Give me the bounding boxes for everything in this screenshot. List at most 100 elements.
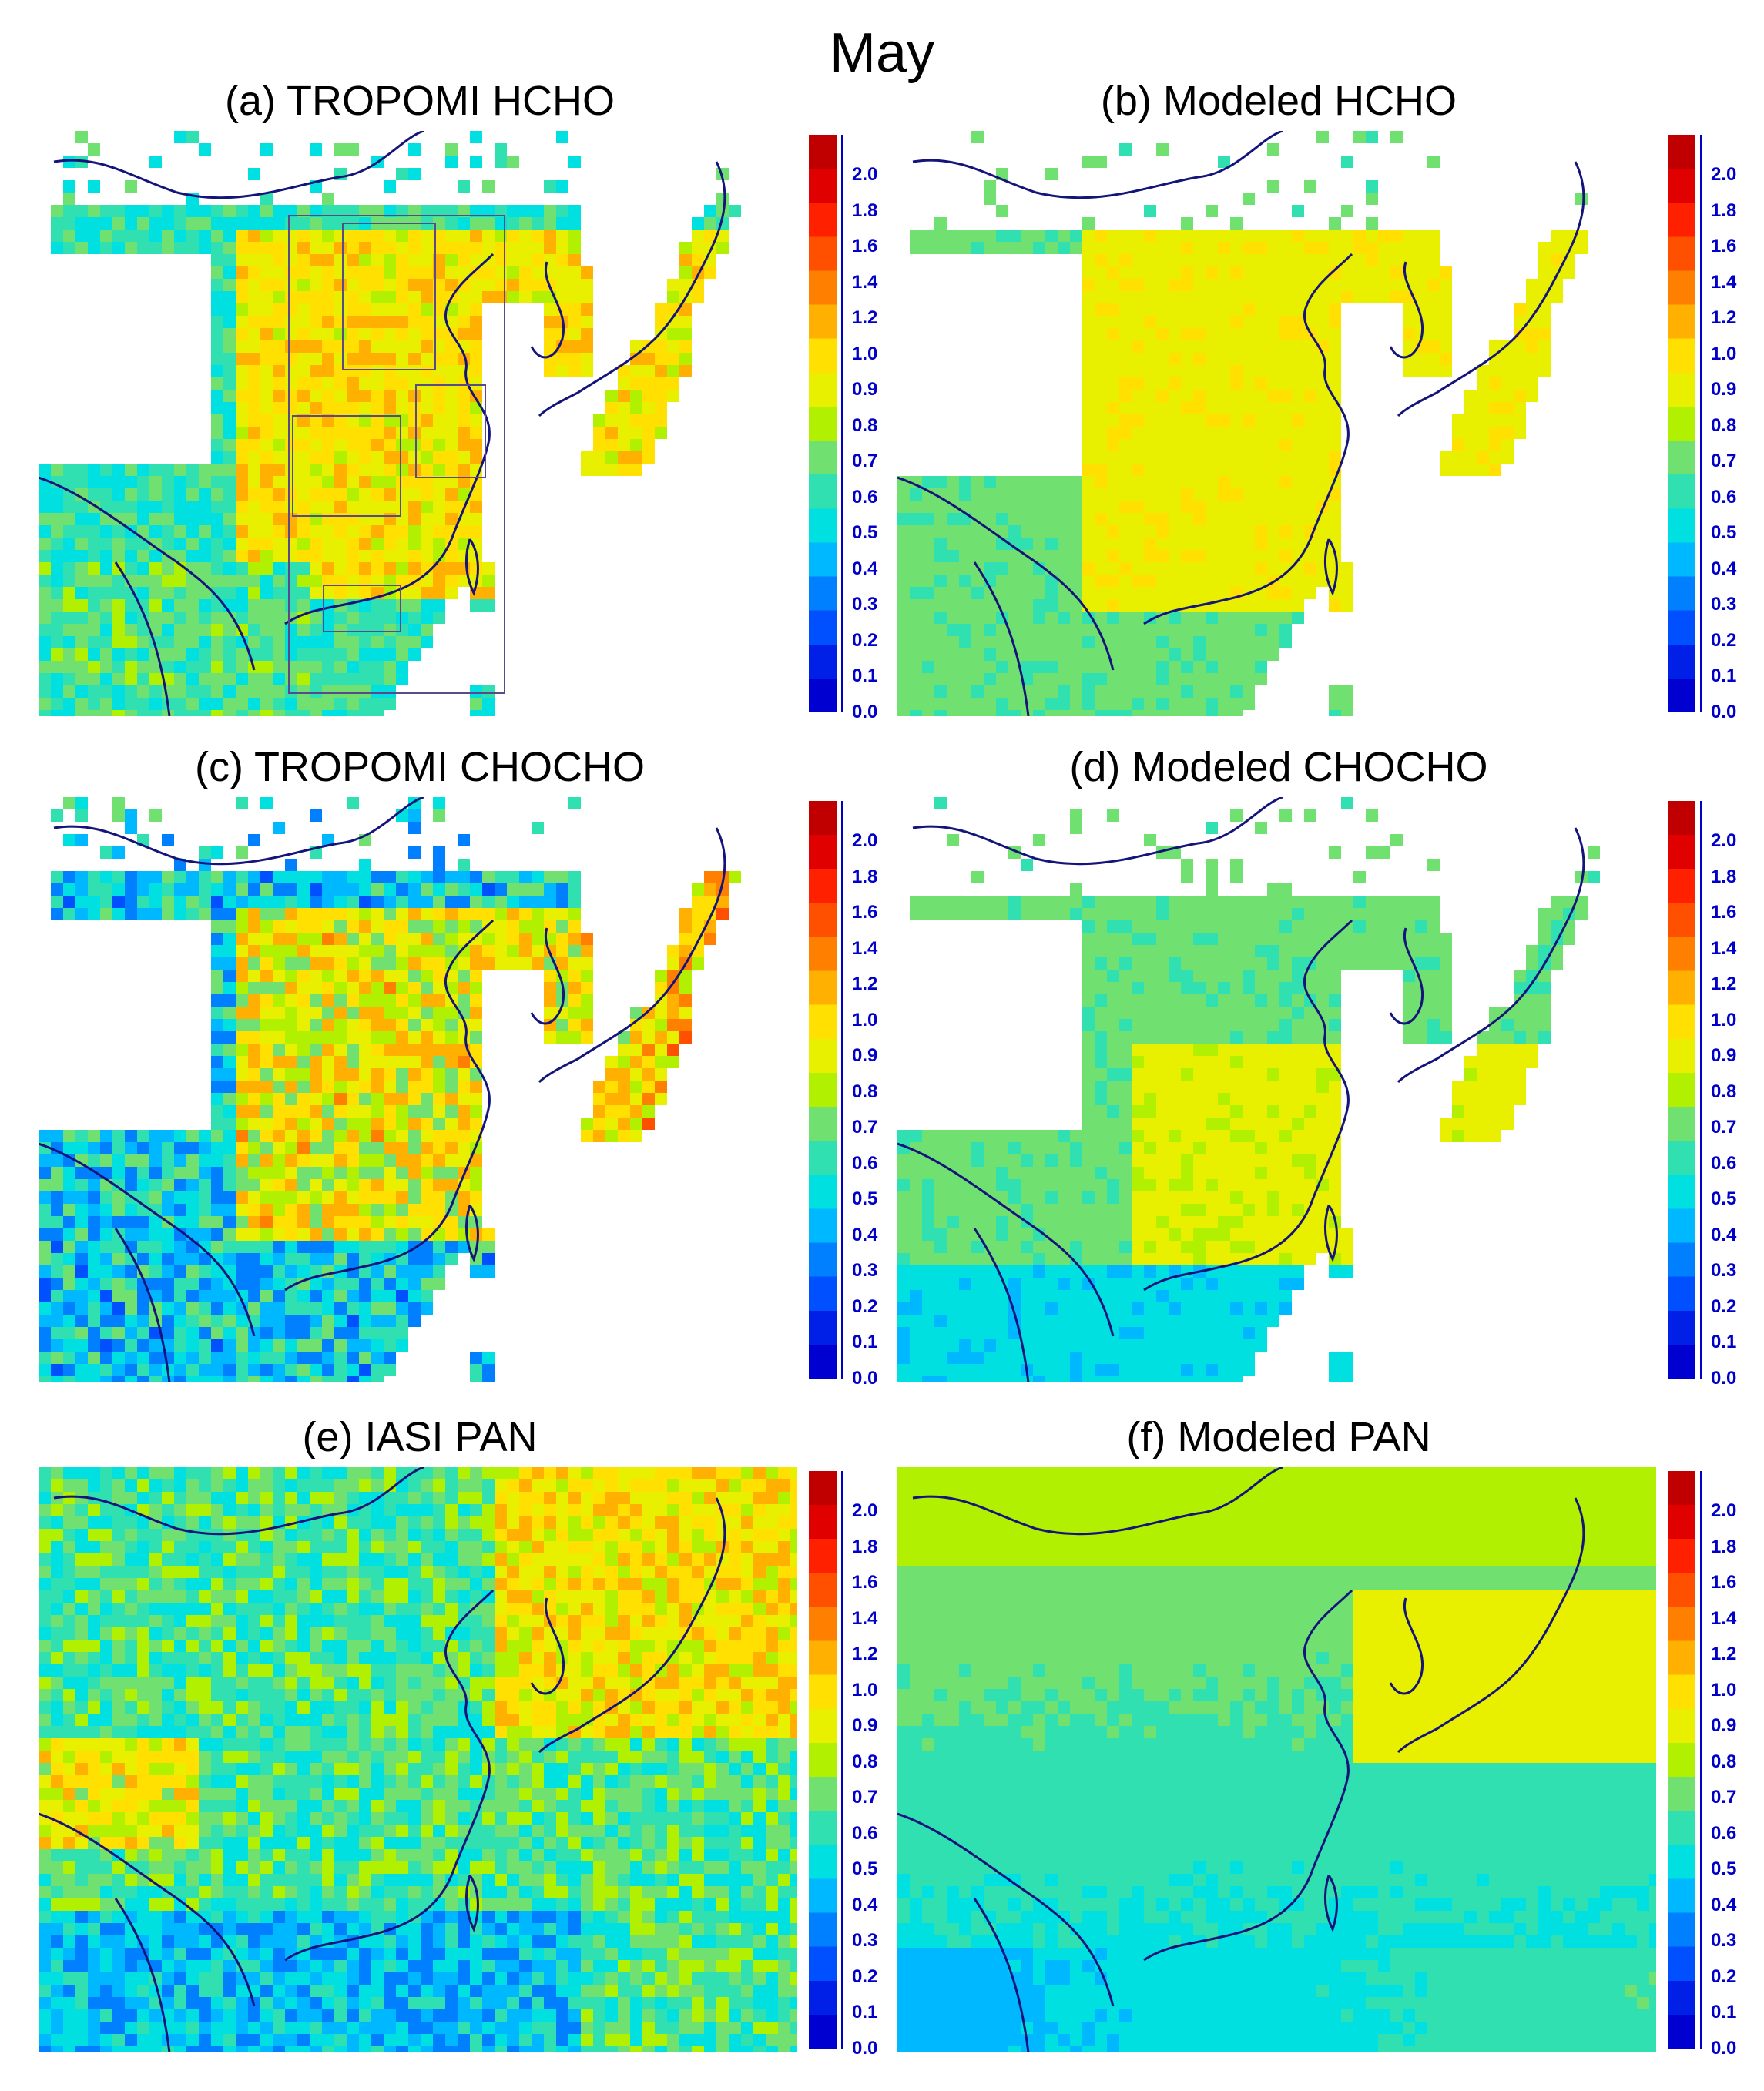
- grid-cell: [408, 1031, 421, 1044]
- grid-cell: [223, 1302, 236, 1315]
- grid-cell: [408, 1105, 421, 1118]
- grid-cell: [1292, 303, 1304, 316]
- grid-cell: [396, 476, 408, 488]
- grid-cell: [347, 464, 359, 476]
- grid-cell: [1243, 279, 1255, 291]
- grid-cell: [63, 525, 75, 538]
- grid-cell: [199, 1290, 211, 1302]
- grid-cell: [1144, 575, 1156, 587]
- grid-cell: [334, 143, 347, 156]
- grid-cell: [211, 648, 223, 661]
- grid-cell: [1329, 846, 1341, 859]
- grid-cell: [458, 1105, 470, 1118]
- grid-cell: [1181, 710, 1193, 716]
- grid-cell: [285, 1352, 297, 1364]
- grid-cell: [1181, 439, 1193, 451]
- grid-cell: [1033, 908, 1045, 920]
- grid-cell: [1070, 575, 1082, 587]
- grid-cell: [174, 624, 186, 636]
- grid-cell: [1144, 1130, 1156, 1142]
- grid-cell: [1132, 1044, 1144, 1056]
- grid-cell: [297, 439, 310, 451]
- grid-cell: [495, 143, 507, 156]
- grid-cell: [544, 230, 556, 242]
- grid-cell: [1181, 673, 1193, 685]
- grid-cell: [384, 279, 396, 291]
- grid-cell: [1169, 698, 1181, 710]
- grid-cell: [248, 1154, 260, 1167]
- grid-cell: [1218, 402, 1230, 414]
- grid-cell: [1230, 464, 1243, 476]
- grid-cell: [1169, 525, 1181, 538]
- grid-cell: [667, 1019, 679, 1031]
- grid-cell: [1206, 1105, 1218, 1118]
- grid-cell: [568, 982, 581, 994]
- grid-cell: [1193, 562, 1206, 575]
- grid-cell: [1144, 599, 1156, 612]
- grid-cell: [1255, 402, 1267, 414]
- grid-cell: [297, 501, 310, 513]
- grid-cell: [211, 982, 223, 994]
- grid-cell: [1181, 365, 1193, 377]
- grid-cell: [1292, 353, 1304, 365]
- grid-cell: [248, 673, 260, 685]
- grid-cell: [236, 797, 248, 809]
- colorbar-tick-label: 1.8: [1711, 202, 1736, 220]
- grid-cell: [470, 365, 482, 377]
- grid-cell: [125, 464, 137, 476]
- grid-cell: [605, 1130, 618, 1142]
- grid-cell: [273, 1204, 285, 1216]
- grid-cell: [1045, 168, 1058, 180]
- grid-cell: [359, 230, 371, 242]
- grid-cell: [1255, 377, 1267, 390]
- grid-cell: [371, 1364, 384, 1376]
- grid-cell: [334, 562, 347, 575]
- grid-cell: [273, 624, 285, 636]
- grid-cell: [1144, 205, 1156, 217]
- grid-cell: [1341, 957, 1353, 970]
- grid-cell: [1021, 624, 1033, 636]
- grid-cell: [63, 896, 75, 908]
- grid-cell: [1427, 908, 1440, 920]
- grid-cell: [1107, 994, 1119, 1007]
- grid-cell: [1551, 957, 1563, 970]
- grid-cell: [260, 920, 273, 933]
- grid-cell: [470, 525, 482, 538]
- grid-cell: [1119, 353, 1132, 365]
- grid-cell: [273, 970, 285, 982]
- grid-cell: [1082, 501, 1095, 513]
- grid-cell: [470, 1118, 482, 1130]
- grid-cell: [186, 1130, 199, 1142]
- grid-cell: [223, 1068, 236, 1081]
- grid-cell: [112, 1315, 125, 1327]
- grid-cell: [1243, 1007, 1255, 1019]
- grid-cell: [310, 883, 322, 896]
- grid-cell: [396, 1315, 408, 1327]
- grid-cell: [1304, 180, 1316, 193]
- grid-cell: [1033, 230, 1045, 242]
- grid-cell: [630, 1130, 642, 1142]
- grid-cell: [236, 685, 248, 698]
- grid-cell: [470, 945, 482, 957]
- grid-cell: [260, 648, 273, 661]
- grid-cell: [149, 1154, 162, 1167]
- grid-cell: [310, 957, 322, 970]
- colorbar-tick-label: 0.8: [1711, 417, 1736, 435]
- grid-cell: [1181, 340, 1193, 353]
- grid-cell: [1526, 1056, 1538, 1068]
- grid-cell: [519, 871, 532, 883]
- grid-cell: [334, 291, 347, 303]
- grid-cell: [1304, 230, 1316, 242]
- grid-cell: [1230, 970, 1243, 982]
- grid-cell: [1144, 920, 1156, 933]
- grid-cell: [1070, 822, 1082, 834]
- grid-cell: [1501, 1118, 1514, 1130]
- grid-cell: [408, 254, 421, 266]
- grid-cell: [1316, 451, 1329, 464]
- grid-cell: [125, 1352, 137, 1364]
- grid-cell: [971, 1142, 984, 1154]
- grid-cell: [186, 871, 199, 883]
- grid-cell: [922, 587, 934, 599]
- grid-cell: [260, 1130, 273, 1142]
- grid-cell: [100, 685, 112, 698]
